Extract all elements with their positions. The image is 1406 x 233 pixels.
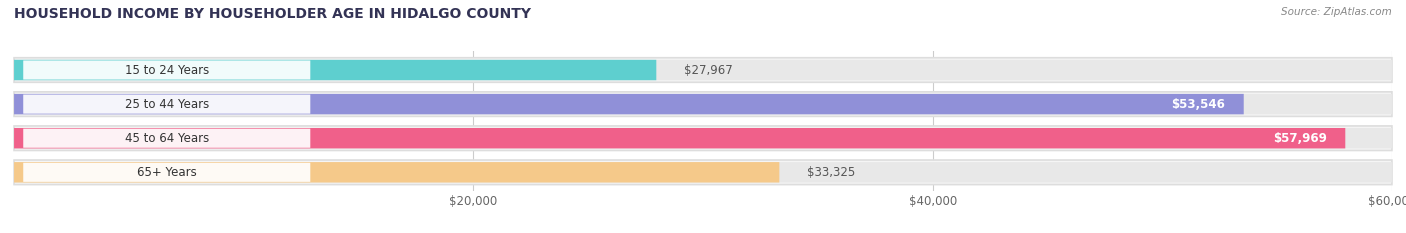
Text: 25 to 44 Years: 25 to 44 Years bbox=[125, 98, 209, 111]
FancyBboxPatch shape bbox=[14, 58, 1392, 82]
FancyBboxPatch shape bbox=[14, 126, 1392, 151]
Text: $53,546: $53,546 bbox=[1171, 98, 1226, 111]
FancyBboxPatch shape bbox=[14, 162, 779, 182]
Text: Source: ZipAtlas.com: Source: ZipAtlas.com bbox=[1281, 7, 1392, 17]
FancyBboxPatch shape bbox=[14, 94, 1244, 114]
Text: $57,969: $57,969 bbox=[1272, 132, 1327, 145]
Text: 65+ Years: 65+ Years bbox=[136, 166, 197, 179]
FancyBboxPatch shape bbox=[14, 160, 1392, 185]
Text: $27,967: $27,967 bbox=[683, 64, 733, 76]
FancyBboxPatch shape bbox=[24, 163, 311, 182]
Text: 15 to 24 Years: 15 to 24 Years bbox=[125, 64, 209, 76]
FancyBboxPatch shape bbox=[14, 162, 1392, 182]
FancyBboxPatch shape bbox=[14, 128, 1346, 148]
Text: $33,325: $33,325 bbox=[807, 166, 855, 179]
FancyBboxPatch shape bbox=[14, 128, 1392, 148]
FancyBboxPatch shape bbox=[14, 60, 1392, 80]
FancyBboxPatch shape bbox=[14, 94, 1392, 114]
Text: 45 to 64 Years: 45 to 64 Years bbox=[125, 132, 209, 145]
FancyBboxPatch shape bbox=[24, 95, 311, 114]
FancyBboxPatch shape bbox=[24, 129, 311, 148]
Text: HOUSEHOLD INCOME BY HOUSEHOLDER AGE IN HIDALGO COUNTY: HOUSEHOLD INCOME BY HOUSEHOLDER AGE IN H… bbox=[14, 7, 531, 21]
FancyBboxPatch shape bbox=[14, 92, 1392, 116]
FancyBboxPatch shape bbox=[14, 60, 657, 80]
FancyBboxPatch shape bbox=[24, 61, 311, 79]
